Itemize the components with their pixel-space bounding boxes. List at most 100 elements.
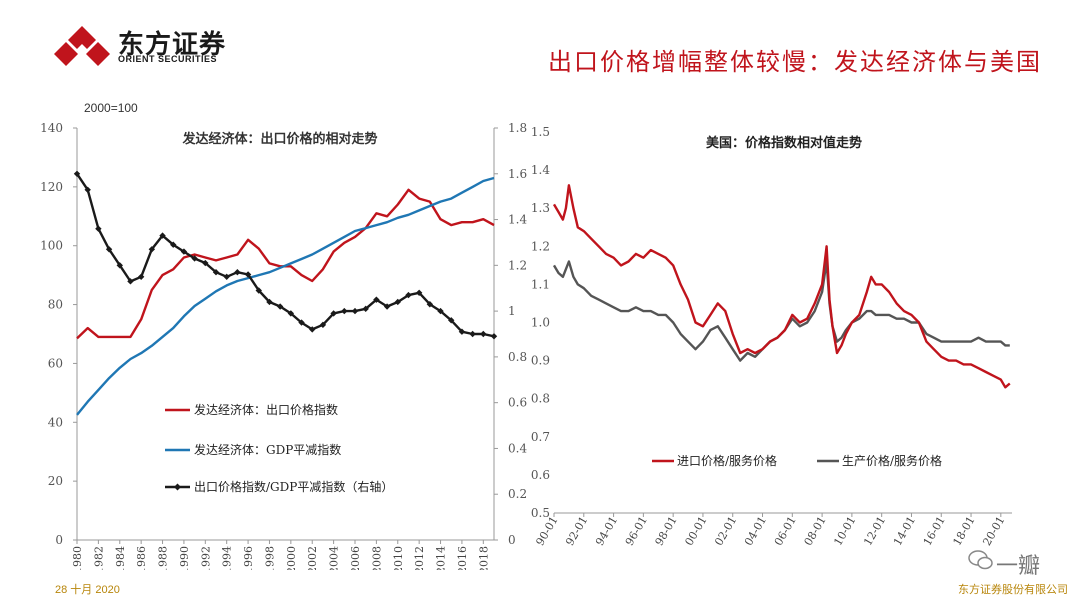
chart1-left-tick-label: 40 (48, 415, 63, 429)
chart1-ratio-point (448, 317, 455, 324)
chart2-y-tick-label: 0.8 (531, 392, 550, 406)
chart1-legend-label: 发达经济体：GDP平减指数 (194, 442, 341, 457)
chart2-y-tick-label: 0.7 (531, 430, 550, 444)
chart2-legend-label: 进口价格/服务价格 (677, 453, 777, 468)
chart1-ratio-point (330, 310, 337, 317)
chart2-x-tick-label: 92-01 (563, 514, 590, 548)
chart1-right-tick-label: 1.8 (508, 121, 527, 135)
chart1-ratio-point (458, 328, 466, 335)
chart1-ratio-point (191, 255, 198, 262)
chart1-ratio-point (287, 310, 295, 317)
chart-developed-economies: 0 20 40 60 80 100 120 140 0 0.2 0.4 0.6 0.8 1 1.2 1.4 1.… (40, 121, 527, 570)
chart1-right-tick-label: 1.6 (508, 167, 527, 181)
chart1-ratio-point (234, 269, 241, 276)
chart1-x-tick-label: 1998 (263, 546, 276, 570)
chart1-x-tick-label: 1988 (157, 546, 170, 570)
chart1-x-tick-label: 2012 (413, 546, 426, 570)
chart2-y-tick-label: 1.0 (531, 316, 550, 330)
chart1-ratio-point (84, 186, 91, 193)
chart2-y-tick-label: 1.1 (531, 277, 550, 291)
chart1-x-tick-label: 1980 (71, 546, 84, 570)
chart1-ratio-point (255, 287, 262, 294)
chart1-x-tick-label: 2014 (435, 546, 448, 570)
chart1-ratio-point (276, 303, 284, 310)
chart1-ratio-point (373, 296, 380, 303)
chart1-left-tick-label: 100 (40, 239, 63, 253)
chart1-x-tick-label: 1996 (242, 546, 255, 570)
chart2-title: 美国：价格指数相对值走势 (706, 135, 862, 151)
chart1-ratio-point (170, 241, 177, 248)
chart1-right-tick-label: 1.2 (508, 258, 527, 272)
chart1-x-tick-label: 2002 (306, 546, 319, 570)
chart1-x-tick-label: 2016 (456, 546, 469, 570)
chart2-x-tick-label: 16-01 (921, 514, 948, 548)
chart2-y-tick-label: 0.6 (531, 468, 550, 482)
chart1-legend-label: 出口价格指数/GDP平减指数（右轴） (194, 479, 393, 494)
chart1-ratio-point (405, 291, 412, 299)
chart1-ratio-point (223, 273, 230, 280)
logo-text-cn: 东方证券 (118, 30, 227, 60)
chart1-x-tick-label: 1992 (199, 546, 212, 570)
chart1-x-tick-label: 2010 (392, 546, 405, 570)
chart2-legend-label: 生产价格/服务价格 (842, 453, 942, 468)
slide-title: 出口价格增幅整体较慢：发达经济体与美国 (548, 48, 1042, 76)
chart2-y-tick-label: 1.5 (531, 125, 550, 139)
chart1-series-line-1 (76, 176, 495, 416)
chart1-ratio-point (180, 248, 188, 255)
chart1-ratio-point (95, 225, 102, 232)
chart1-left-tick-label: 20 (48, 474, 63, 488)
chart1-ratio-point (127, 278, 134, 285)
chart1-left-tick-label: 0 (55, 533, 63, 547)
chart1-ratio-point (351, 307, 359, 315)
chart1-series-line-2 (76, 173, 495, 338)
chart1-legend-marker (174, 483, 181, 491)
chart2-x-tick-label: 98-01 (653, 514, 680, 548)
chart2-series-line-1 (552, 260, 1010, 362)
chart1-ratio-point (105, 246, 113, 253)
chart2-x-tick-label: 00-01 (682, 514, 709, 548)
wechat-icon (968, 550, 993, 570)
chart1-x-tick-label: 1990 (178, 546, 191, 570)
chart1-x-tick-label: 2006 (349, 546, 362, 570)
chart1-x-tick-label: 2018 (477, 546, 490, 570)
chart2-x-tick-label: 06-01 (772, 514, 799, 548)
chart1-ratio-point (212, 269, 220, 276)
chart2-x-tick-label: 08-01 (802, 514, 829, 548)
chart1-ratio-point (244, 271, 252, 278)
chart1-right-tick-label: 0.2 (508, 487, 527, 501)
chart1-ratio-point (137, 273, 145, 280)
chart1-right-tick-label: 1.4 (508, 213, 527, 227)
chart2-y-tick-label: 0.9 (531, 354, 550, 368)
chart2-x-tick-label: 18-01 (951, 514, 978, 548)
chart1-ratio-point (394, 298, 401, 306)
chart1-ratio-point (469, 330, 476, 338)
chart1-ratio-point (116, 262, 123, 269)
chart1-ratio-point (298, 319, 305, 326)
chart2-x-tick-label: 94-01 (593, 514, 620, 548)
chart1-ratio-point (480, 330, 487, 338)
chart1-right-tick-label: 0.8 (508, 350, 527, 364)
chart1-ratio-point (415, 289, 423, 296)
chart2-series-line-0 (552, 184, 1011, 389)
chart2-y-tick-label: 1.2 (531, 239, 550, 253)
chart2-x-tick-label: 10-01 (831, 514, 858, 548)
chart1-ratio-point (148, 246, 156, 253)
chart1-left-tick-label: 120 (40, 180, 63, 194)
chart2-x-tick-label: 04-01 (742, 514, 769, 548)
chart1-unit-label: 2000=100 (84, 101, 138, 115)
chart1-legend-label: 发达经济体：出口价格指数 (194, 402, 338, 417)
chart1-ratio-point (383, 303, 391, 310)
orient-securities-logo (54, 26, 110, 66)
chart2-x-tick-label: 20-01 (980, 514, 1007, 548)
chart1-title: 发达经济体：出口价格的相对走势 (181, 131, 377, 147)
chart1-ratio-point (266, 298, 273, 306)
chart2-y-tick-label: 0.5 (531, 506, 550, 520)
chart1-right-tick-label: 0.4 (508, 441, 527, 455)
chart1-series-line-0 (76, 188, 495, 340)
chart2-x-tick-label: 02-01 (712, 514, 739, 548)
chart1-right-tick-label: 0 (508, 533, 516, 547)
chart1-x-tick-label: 2008 (370, 546, 383, 570)
chart1-x-tick-label: 2000 (285, 546, 298, 570)
chart1-ratio-point (362, 305, 369, 313)
chart1-ratio-point (490, 333, 498, 340)
